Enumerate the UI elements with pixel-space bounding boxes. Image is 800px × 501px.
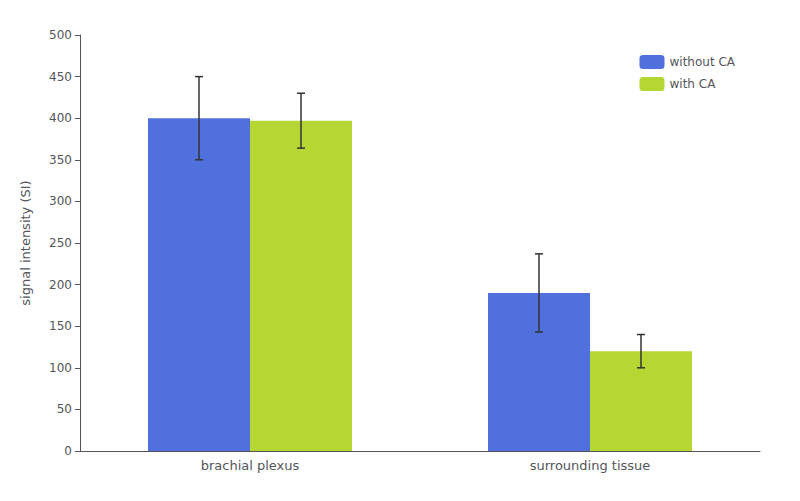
svg-text:50: 50 bbox=[57, 402, 72, 416]
svg-text:brachial plexus: brachial plexus bbox=[201, 458, 300, 473]
svg-text:500: 500 bbox=[49, 28, 72, 42]
svg-text:surrounding tissue: surrounding tissue bbox=[530, 458, 651, 473]
svg-text:200: 200 bbox=[49, 278, 72, 292]
svg-text:250: 250 bbox=[49, 236, 72, 250]
svg-text:with CA: with CA bbox=[669, 77, 716, 91]
svg-text:signal intensity (SI): signal intensity (SI) bbox=[18, 180, 33, 305]
svg-text:350: 350 bbox=[49, 153, 72, 167]
svg-text:without CA: without CA bbox=[669, 55, 735, 69]
svg-text:450: 450 bbox=[49, 70, 72, 84]
svg-text:0: 0 bbox=[64, 444, 72, 458]
svg-text:150: 150 bbox=[49, 319, 72, 333]
svg-text:400: 400 bbox=[49, 111, 72, 125]
svg-text:300: 300 bbox=[49, 194, 72, 208]
svg-text:100: 100 bbox=[49, 361, 72, 375]
